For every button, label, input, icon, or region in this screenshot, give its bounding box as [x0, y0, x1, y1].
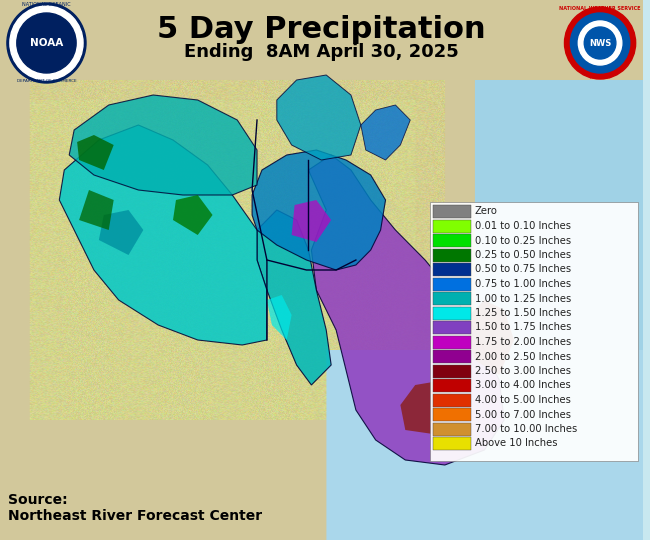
- Text: 4.00 to 5.00 Inches: 4.00 to 5.00 Inches: [474, 395, 571, 405]
- Text: Ending  8AM April 30, 2025: Ending 8AM April 30, 2025: [184, 43, 459, 61]
- Text: 0.01 to 0.10 Inches: 0.01 to 0.10 Inches: [474, 221, 571, 231]
- Polygon shape: [252, 150, 385, 270]
- Polygon shape: [59, 125, 267, 345]
- Text: 1.00 to 1.25 Inches: 1.00 to 1.25 Inches: [474, 294, 571, 303]
- Bar: [433, 205, 471, 218]
- Text: NWS: NWS: [589, 38, 611, 48]
- Text: NATIONAL WEATHER SERVICE: NATIONAL WEATHER SERVICE: [559, 6, 641, 11]
- Polygon shape: [79, 190, 114, 230]
- Bar: [433, 219, 471, 233]
- Bar: [433, 437, 471, 450]
- Circle shape: [584, 27, 616, 59]
- Polygon shape: [292, 200, 331, 242]
- Polygon shape: [173, 195, 213, 235]
- Text: Zero: Zero: [474, 206, 497, 217]
- Circle shape: [578, 21, 622, 65]
- Text: 0.75 to 1.00 Inches: 0.75 to 1.00 Inches: [474, 279, 571, 289]
- Polygon shape: [361, 105, 410, 160]
- Polygon shape: [309, 155, 504, 465]
- Polygon shape: [267, 295, 292, 340]
- Bar: [433, 394, 471, 407]
- Bar: [433, 408, 471, 421]
- Text: 2.50 to 3.00 Inches: 2.50 to 3.00 Inches: [474, 366, 571, 376]
- Circle shape: [564, 7, 636, 79]
- Polygon shape: [277, 75, 361, 160]
- Text: NATIONAL OCEANIC: NATIONAL OCEANIC: [22, 3, 71, 8]
- Bar: [433, 350, 471, 363]
- Text: 5.00 to 7.00 Inches: 5.00 to 7.00 Inches: [474, 409, 571, 420]
- Polygon shape: [465, 300, 514, 375]
- Text: 1.50 to 1.75 Inches: 1.50 to 1.75 Inches: [474, 322, 571, 333]
- Polygon shape: [69, 95, 257, 195]
- Text: NOAA: NOAA: [30, 38, 63, 48]
- Polygon shape: [400, 380, 460, 435]
- Circle shape: [7, 3, 86, 83]
- Bar: [433, 379, 471, 392]
- Text: Above 10 Inches: Above 10 Inches: [474, 438, 557, 449]
- Text: ★  ★  ★: ★ ★ ★: [590, 75, 611, 79]
- Polygon shape: [77, 135, 114, 170]
- Bar: [433, 263, 471, 276]
- Bar: [433, 278, 471, 291]
- Bar: [433, 335, 471, 348]
- Text: 5 Day Precipitation: 5 Day Precipitation: [157, 16, 486, 44]
- Text: 1.75 to 2.00 Inches: 1.75 to 2.00 Inches: [474, 337, 571, 347]
- Bar: [433, 422, 471, 435]
- Bar: [433, 364, 471, 377]
- Bar: [433, 307, 471, 320]
- Text: 7.00 to 10.00 Inches: 7.00 to 10.00 Inches: [474, 424, 577, 434]
- Bar: [433, 248, 471, 261]
- Circle shape: [571, 13, 630, 73]
- Circle shape: [10, 6, 83, 80]
- Text: 0.10 to 0.25 Inches: 0.10 to 0.25 Inches: [474, 235, 571, 246]
- Polygon shape: [99, 210, 144, 255]
- Bar: [430, 202, 638, 461]
- Text: 2.00 to 2.50 Inches: 2.00 to 2.50 Inches: [474, 352, 571, 361]
- Text: 1.25 to 1.50 Inches: 1.25 to 1.50 Inches: [474, 308, 571, 318]
- Polygon shape: [257, 210, 331, 385]
- Bar: [433, 234, 471, 247]
- Bar: [433, 321, 471, 334]
- Text: 3.00 to 4.00 Inches: 3.00 to 4.00 Inches: [474, 381, 570, 390]
- Text: 0.25 to 0.50 Inches: 0.25 to 0.50 Inches: [474, 250, 571, 260]
- Text: DEPARTMENT OF COMMERCE: DEPARTMENT OF COMMERCE: [17, 79, 76, 83]
- Text: 0.50 to 0.75 Inches: 0.50 to 0.75 Inches: [474, 265, 571, 274]
- Bar: [433, 292, 471, 305]
- Text: Source:
Northeast River Forecast Center: Source: Northeast River Forecast Center: [8, 493, 262, 523]
- Circle shape: [17, 13, 76, 73]
